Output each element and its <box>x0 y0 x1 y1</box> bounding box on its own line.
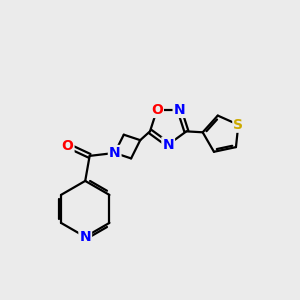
Text: N: N <box>162 138 174 152</box>
Text: S: S <box>233 118 243 132</box>
Text: N: N <box>174 103 185 117</box>
Text: O: O <box>61 139 74 153</box>
Text: O: O <box>151 103 163 117</box>
Text: N: N <box>80 230 91 244</box>
Text: N: N <box>109 146 121 160</box>
